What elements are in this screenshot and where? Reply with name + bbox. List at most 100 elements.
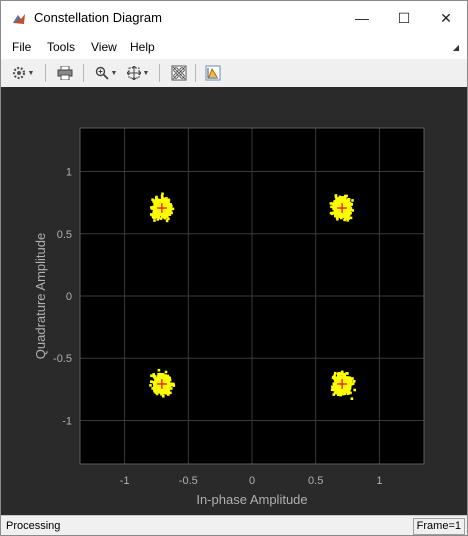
- constellation-plot[interactable]: -1 -0.5 0 0.5 1 -1 -0.5 0 0.5 1 In-phase Amplitude…: [1, 87, 467, 515]
- received-symbol-point: [167, 205, 171, 208]
- received-symbol-point: [169, 211, 173, 214]
- received-symbol-point: [158, 211, 162, 215]
- received-symbol-point: [166, 374, 170, 378]
- received-symbol-point: [157, 384, 161, 387]
- minimize-button[interactable]: —: [341, 1, 383, 35]
- received-symbol-point: [337, 205, 341, 208]
- zoom-in-button[interactable]: ▼: [91, 63, 121, 83]
- received-symbol-point: [337, 213, 341, 216]
- received-symbol-point: [338, 383, 341, 387]
- received-symbol-point: [344, 379, 348, 382]
- received-symbol-point: [165, 214, 168, 218]
- received-symbol-point: [163, 374, 166, 378]
- menu-help[interactable]: Help: [130, 40, 155, 54]
- received-symbol-point: [157, 368, 161, 372]
- status-text: Processing: [6, 520, 61, 532]
- x-tick-label: 0: [249, 475, 255, 487]
- received-symbol-point: [164, 390, 167, 394]
- x-axis-label: In-phase Amplitude: [196, 492, 307, 507]
- menu-view[interactable]: View: [91, 40, 117, 54]
- received-symbol-point: [334, 390, 338, 393]
- received-symbol-point: [164, 370, 168, 374]
- figure-area: -1 -0.5 0 0.5 1 -1 -0.5 0 0.5 1 In-phase Amplitude…: [1, 87, 467, 515]
- received-symbol-point: [344, 201, 347, 204]
- received-symbol-point: [160, 194, 164, 198]
- received-symbol-point: [349, 207, 353, 210]
- received-symbol-point: [162, 198, 166, 201]
- received-symbol-point: [155, 195, 158, 199]
- menu-bar: File Tools View Help ◢: [1, 35, 467, 59]
- received-symbol-point: [346, 385, 349, 389]
- received-symbol-point: [345, 210, 349, 214]
- received-symbol-point: [153, 375, 157, 378]
- symbol-cluster: [329, 194, 354, 222]
- received-symbol-point: [160, 215, 164, 219]
- received-symbol-point: [333, 377, 337, 381]
- received-symbol-point: [341, 213, 344, 216]
- menu-file[interactable]: File: [12, 40, 32, 54]
- received-symbol-point: [335, 213, 338, 216]
- received-symbol-point: [163, 204, 167, 208]
- received-symbol-point: [343, 209, 346, 212]
- received-symbol-point: [339, 377, 342, 380]
- received-symbol-point: [153, 219, 156, 222]
- received-symbol-point: [334, 371, 337, 375]
- received-symbol-point: [342, 375, 345, 379]
- menu-tools[interactable]: Tools: [47, 40, 76, 54]
- received-symbol-point: [335, 200, 339, 204]
- scale-axes-button[interactable]: ▼: [123, 63, 153, 83]
- received-symbol-point: [348, 380, 351, 383]
- reference-constellation-button[interactable]: [167, 63, 191, 83]
- received-symbol-point: [345, 376, 348, 380]
- settings-button[interactable]: ▼: [7, 63, 39, 83]
- received-symbol-point: [153, 204, 157, 208]
- received-symbol-point: [339, 390, 343, 393]
- received-symbol-point: [338, 386, 341, 389]
- received-symbol-point: [343, 375, 347, 379]
- received-symbol-point: [331, 376, 335, 380]
- dock-arrow-icon[interactable]: ◢: [452, 43, 459, 52]
- received-symbol-point: [161, 378, 165, 382]
- received-symbol-point: [336, 217, 339, 221]
- received-symbol-point: [331, 202, 335, 205]
- received-symbol-point: [333, 383, 336, 387]
- received-symbol-point: [162, 390, 165, 394]
- received-symbol-point: [151, 214, 154, 217]
- received-symbol-point: [154, 378, 157, 382]
- received-symbol-point: [165, 197, 168, 200]
- chevron-down-icon: ▼: [110, 69, 118, 77]
- received-symbol-point: [163, 387, 167, 390]
- x-tick-label: 1: [376, 475, 382, 487]
- x-tick-label: 0.5: [308, 475, 323, 487]
- received-symbol-point: [345, 390, 349, 394]
- received-symbol-point: [339, 375, 343, 379]
- maximize-button[interactable]: ☐: [383, 1, 425, 35]
- received-symbol-point: [349, 391, 352, 395]
- close-button[interactable]: ✕: [425, 1, 467, 35]
- received-symbol-point: [337, 372, 341, 375]
- received-symbol-point: [342, 380, 345, 384]
- received-symbol-point: [159, 380, 163, 384]
- received-symbol-point: [346, 378, 349, 382]
- received-symbol-point: [166, 383, 169, 386]
- received-symbol-point: [334, 194, 338, 197]
- print-button[interactable]: [53, 63, 77, 83]
- title-bar[interactable]: Constellation Diagram — ☐ ✕: [1, 1, 467, 35]
- frame-counter: Frame=1: [412, 518, 465, 535]
- received-symbol-point: [346, 392, 350, 395]
- received-symbol-point: [333, 374, 336, 377]
- received-symbol-point: [167, 393, 170, 396]
- received-symbol-point: [345, 388, 349, 392]
- received-symbol-point: [335, 385, 339, 389]
- received-symbol-point: [158, 381, 161, 384]
- received-symbol-point: [162, 394, 165, 398]
- signal-scope-button[interactable]: [201, 63, 225, 83]
- received-symbol-point: [160, 388, 164, 392]
- settings-gear-icon: [12, 66, 25, 80]
- received-symbol-point: [351, 199, 354, 202]
- received-symbol-point: [164, 377, 168, 381]
- toolbar-divider: [159, 64, 160, 82]
- received-symbol-point: [172, 382, 175, 386]
- received-symbol-point: [351, 382, 355, 385]
- received-symbol-point: [163, 200, 166, 204]
